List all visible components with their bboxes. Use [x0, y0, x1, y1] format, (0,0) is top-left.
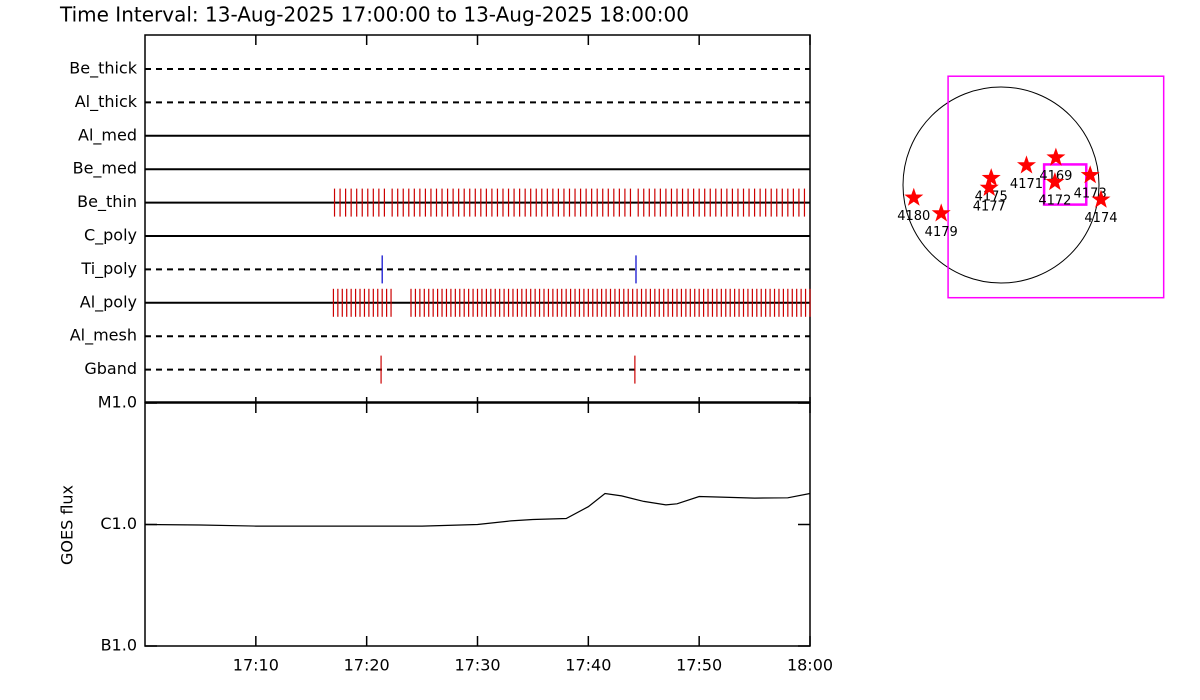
goes-line [144, 492, 811, 527]
region-label: 4180 [897, 209, 930, 224]
row-label: Al_poly [80, 292, 137, 312]
region-star [1045, 172, 1065, 191]
map-layer: 418041794175417741714169417241734174 [897, 75, 1165, 299]
x-tick-label: 17:10 [233, 656, 279, 675]
region-star [1046, 147, 1066, 166]
region-star [1080, 165, 1100, 184]
y-tick-label: M1.0 [98, 393, 137, 412]
region-star [981, 168, 1001, 187]
region-star [1091, 189, 1111, 208]
region-label: 4179 [925, 225, 958, 240]
y-axis-label: GOES flux [58, 485, 77, 565]
row-label: C_poly [84, 226, 137, 246]
region-label: 4177 [973, 199, 1006, 214]
region-star [1017, 155, 1036, 174]
chart-title: Time Interval: 13-Aug-2025 17:00:00 to 1… [59, 3, 689, 27]
row-label: Ti_poly [80, 259, 137, 279]
row-label: Al_thick [75, 92, 138, 112]
row-label: Al_med [78, 125, 137, 145]
row-label: Be_thin [77, 192, 137, 212]
x-tick-label: 18:00 [787, 656, 833, 675]
region-star [931, 203, 951, 222]
region-label: 4175 [975, 190, 1008, 205]
row-label: Be_med [73, 159, 137, 179]
x-tick-label: 17:30 [454, 656, 500, 675]
fov-box [947, 75, 1165, 299]
region-label: 4172 [1038, 194, 1071, 209]
x-tick-label: 17:50 [676, 656, 722, 675]
timeline-frame [144, 34, 811, 403]
region-star [904, 187, 924, 206]
row-label: Al_mesh [70, 326, 137, 346]
y-tick-label: B1.0 [101, 636, 137, 655]
region-label: 4171 [1010, 177, 1043, 192]
x-tick-label: 17:20 [344, 656, 390, 675]
row-label: Gband [84, 359, 137, 378]
solar-disk [902, 86, 1100, 284]
region-star [979, 177, 999, 196]
region-label: 4174 [1084, 211, 1117, 226]
row-label: Be_thick [69, 59, 137, 79]
y-tick-label: C1.0 [100, 514, 137, 533]
fov-box [1042, 163, 1088, 206]
x-tick-label: 17:40 [565, 656, 611, 675]
